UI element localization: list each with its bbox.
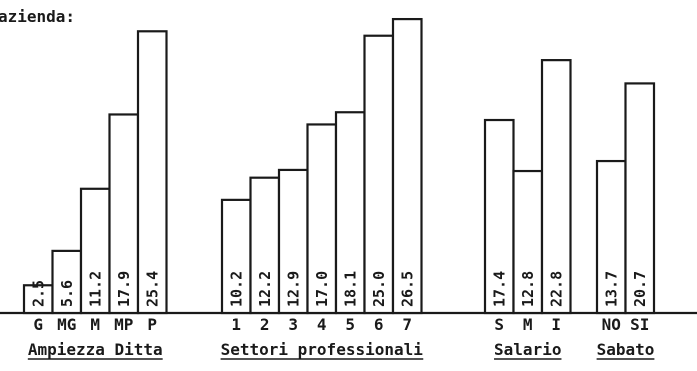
category-label: SI bbox=[630, 315, 649, 334]
bar-sabato-si bbox=[624, 82, 656, 315]
data-label: 12.9 bbox=[284, 271, 302, 307]
data-label: 18.1 bbox=[341, 271, 359, 307]
data-label: 13.7 bbox=[602, 271, 620, 307]
data-label: 22.8 bbox=[547, 271, 565, 307]
bar-settori-professionali-2 bbox=[249, 176, 281, 315]
category-label: M bbox=[523, 315, 533, 334]
data-label: 17.9 bbox=[115, 271, 133, 307]
bar-ampiezza-ditta-m bbox=[79, 187, 111, 315]
category-label: 3 bbox=[288, 315, 298, 334]
bar-settori-professionali-3 bbox=[277, 168, 309, 315]
bar-salario-i bbox=[540, 59, 572, 315]
data-label: 12.2 bbox=[256, 271, 274, 307]
group-label-ampiezza-ditta: Ampiezza Ditta bbox=[28, 340, 163, 359]
category-label: 5 bbox=[345, 315, 355, 334]
data-label: 2.5 bbox=[29, 280, 47, 307]
data-label: 17.0 bbox=[313, 271, 331, 307]
data-label: 11.2 bbox=[86, 271, 104, 307]
category-label: 4 bbox=[317, 315, 327, 334]
data-label: 10.2 bbox=[227, 271, 245, 307]
group-label-salario: Salario bbox=[494, 340, 561, 359]
bar-salario-m bbox=[512, 169, 544, 315]
category-label: I bbox=[551, 315, 561, 334]
category-label: S bbox=[494, 315, 504, 334]
group-label-settori-professionali: Settori professionali bbox=[221, 340, 424, 359]
data-label: 25.0 bbox=[370, 271, 388, 307]
bar-settori-professionali-4 bbox=[306, 123, 338, 315]
category-label: 2 bbox=[260, 315, 270, 334]
chart-title: azienda: bbox=[0, 7, 75, 26]
data-label: 12.8 bbox=[519, 271, 537, 307]
data-label: 26.5 bbox=[398, 271, 416, 307]
category-label: NO bbox=[602, 315, 621, 334]
bar-ampiezza-ditta-p bbox=[136, 30, 168, 315]
data-label: 25.4 bbox=[143, 271, 161, 307]
category-label: 1 bbox=[231, 315, 241, 334]
bar-salario-s bbox=[483, 118, 515, 315]
category-label: MG bbox=[57, 315, 76, 334]
category-label: MP bbox=[114, 315, 133, 334]
category-label: M bbox=[90, 315, 100, 334]
bar-settori-professionali-7 bbox=[391, 17, 423, 315]
category-label: 7 bbox=[402, 315, 412, 334]
category-label: P bbox=[147, 315, 157, 334]
category-label: 6 bbox=[374, 315, 384, 334]
bar-settori-professionali-6 bbox=[363, 34, 395, 315]
group-label-sabato: Sabato bbox=[597, 340, 655, 359]
category-label: G bbox=[33, 315, 43, 334]
data-label: 17.4 bbox=[490, 271, 508, 307]
bar-settori-professionali-5 bbox=[334, 111, 366, 315]
data-label: 5.6 bbox=[58, 280, 76, 307]
data-label: 20.7 bbox=[631, 271, 649, 307]
